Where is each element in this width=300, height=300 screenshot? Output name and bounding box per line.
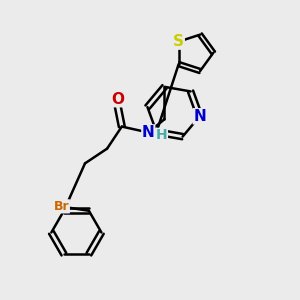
- Text: Br: Br: [54, 200, 69, 213]
- Text: N: N: [193, 109, 206, 124]
- Text: O: O: [111, 92, 124, 107]
- Text: H: H: [156, 128, 167, 142]
- Text: N: N: [142, 125, 155, 140]
- Text: S: S: [173, 34, 184, 49]
